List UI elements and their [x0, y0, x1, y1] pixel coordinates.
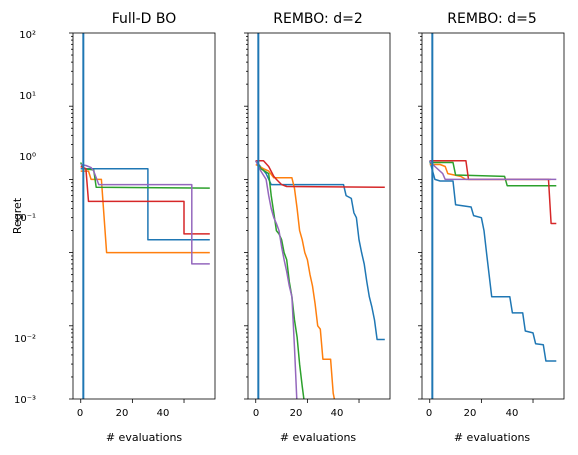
ticks: 0 20 40	[418, 32, 534, 419]
ticks: 0 20 40	[244, 32, 360, 419]
y-axis-label: Regret	[11, 197, 24, 234]
series-line-4	[255, 159, 385, 189]
x-tick-label: 40	[506, 408, 519, 419]
axes-frame	[72, 32, 216, 400]
x-tick-label: 20	[116, 408, 129, 419]
series-line-1	[255, 160, 385, 341]
series-line-3	[255, 160, 305, 399]
x-axis-label: # evaluations	[454, 431, 531, 444]
panel-title: REMBO: d=2	[273, 11, 362, 27]
panel-title: Full-D BO	[112, 11, 177, 27]
x-axis-label: # evaluations	[280, 431, 357, 444]
y-tick-label: 10⁻³	[14, 395, 36, 406]
ticks: 10² 10¹ 10⁰ 10⁻¹ 10⁻² 10⁻³ 0 20 40	[14, 30, 185, 419]
x-tick-label: 40	[157, 408, 170, 419]
panel-rembo-d5: REMBO: d=5 0 20 40 # evaluations	[418, 11, 565, 444]
y-tick-label: 10¹	[19, 91, 36, 102]
y-tick-label: 10⁻¹	[14, 213, 36, 224]
plot-area	[80, 33, 210, 399]
axes-frame	[247, 32, 391, 400]
x-tick-label: 20	[290, 408, 303, 419]
y-tick-label: 10⁰	[19, 152, 36, 163]
plot-area	[428, 33, 557, 399]
series-line-4	[429, 159, 557, 225]
series-line-4	[80, 165, 210, 235]
series-line-5	[255, 160, 298, 399]
y-tick-label: 10⁻²	[14, 334, 36, 345]
x-tick-label: 0	[426, 408, 432, 419]
panel-rembo-d2: REMBO: d=2 0 20 40 # evaluations	[244, 11, 391, 444]
x-axis-label: # evaluations	[106, 431, 183, 444]
series-line-2	[255, 163, 336, 399]
series-line-1	[428, 160, 557, 362]
panel-title: REMBO: d=5	[447, 11, 536, 27]
series-line-1	[80, 167, 210, 241]
x-tick-label: 20	[464, 408, 477, 419]
x-tick-label: 0	[77, 408, 83, 419]
plot-area	[255, 33, 385, 399]
series-line-2	[429, 163, 552, 181]
x-tick-label: 0	[253, 408, 259, 419]
y-tick-label: 10²	[19, 30, 36, 41]
series-line-5	[80, 163, 210, 265]
x-tick-label: 40	[331, 408, 344, 419]
axes-frame	[421, 32, 565, 400]
panel-full-d-bo: Full-D BO 10² 10¹ 10⁰ 10⁻¹ 10⁻² 10⁻³ 0 2…	[11, 11, 216, 444]
series-line-3	[429, 161, 557, 187]
